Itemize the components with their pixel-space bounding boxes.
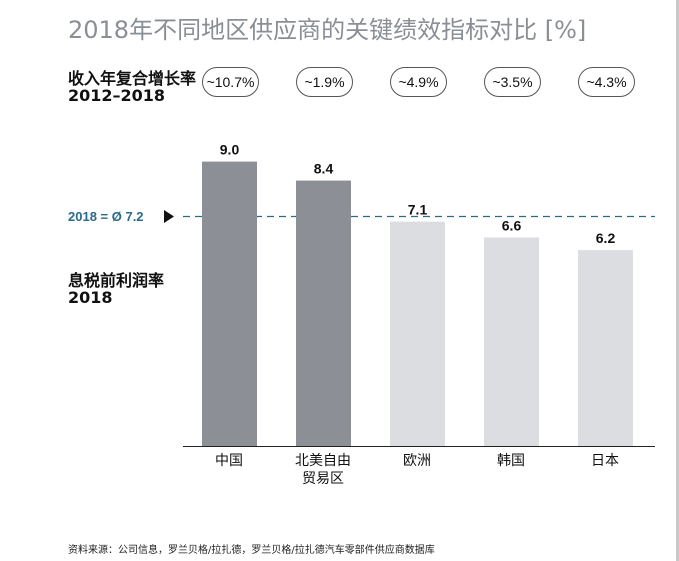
category-label-china: 中国	[184, 452, 274, 470]
category-label-nafta-line-2: 贸易区	[302, 471, 344, 487]
category-label-japan: 日本	[560, 452, 650, 470]
bar-value-label-japan: 6.2	[596, 230, 616, 246]
bar-value-label-china: 9.0	[220, 142, 240, 158]
growth-rate-pill-china: ~10.7%	[202, 67, 259, 97]
ebit-margin-label: 息税前利润率 2018	[68, 272, 198, 306]
category-label-china-line-1: 中国	[215, 453, 243, 469]
bar-europe	[390, 221, 445, 446]
bar-korea	[484, 237, 539, 446]
category-label-korea: 韩国	[466, 452, 556, 470]
category-label-europe-line-1: 欧洲	[403, 453, 431, 469]
growth-rate-pill-japan: ~4.3%	[578, 67, 635, 97]
bar-japan	[578, 250, 633, 446]
growth-rate-pill-europe: ~4.9%	[390, 67, 447, 97]
growth-rate-label: 收入年复合增长率 2012–2018	[68, 70, 198, 104]
category-label-nafta: 北美自由 贸易区	[278, 452, 368, 488]
bar-value-label-europe: 7.1	[408, 202, 428, 218]
frame-right-border	[676, 0, 679, 561]
growth-rate-period: 2012–2018	[68, 86, 166, 105]
bar-china	[202, 161, 257, 446]
bar-value-label-nafta: 8.4	[314, 161, 334, 177]
category-label-nafta-line-1: 北美自由	[295, 453, 351, 469]
average-marker	[164, 210, 174, 223]
category-label-korea-line-1: 韩国	[497, 453, 525, 469]
growth-rate-pill-nafta: ~1.9%	[296, 67, 353, 97]
bars-group: 9.0 8.4 7.1 6.6 6.2	[202, 142, 633, 446]
ebit-margin-label-text: 息税前利润率	[68, 271, 165, 290]
growth-rate-label-text: 收入年复合增长率	[68, 69, 197, 88]
source-note: 资料来源：公司信息，罗兰贝格/拉扎德，罗兰贝格/拉扎德汽车零部件供应商数据库	[68, 545, 435, 556]
chart-title: 2018年不同地区供应商的关键绩效指标对比 [%]	[68, 16, 587, 44]
category-label-europe: 欧洲	[372, 452, 462, 470]
bar-nafta	[296, 180, 351, 446]
average-label: 2018 = Ø 7.2	[68, 209, 144, 224]
growth-rate-pill-korea: ~3.5%	[484, 67, 541, 97]
bar-value-label-korea: 6.6	[502, 217, 522, 233]
ebit-margin-period: 2018	[68, 288, 113, 307]
category-label-japan-line-1: 日本	[591, 453, 619, 469]
